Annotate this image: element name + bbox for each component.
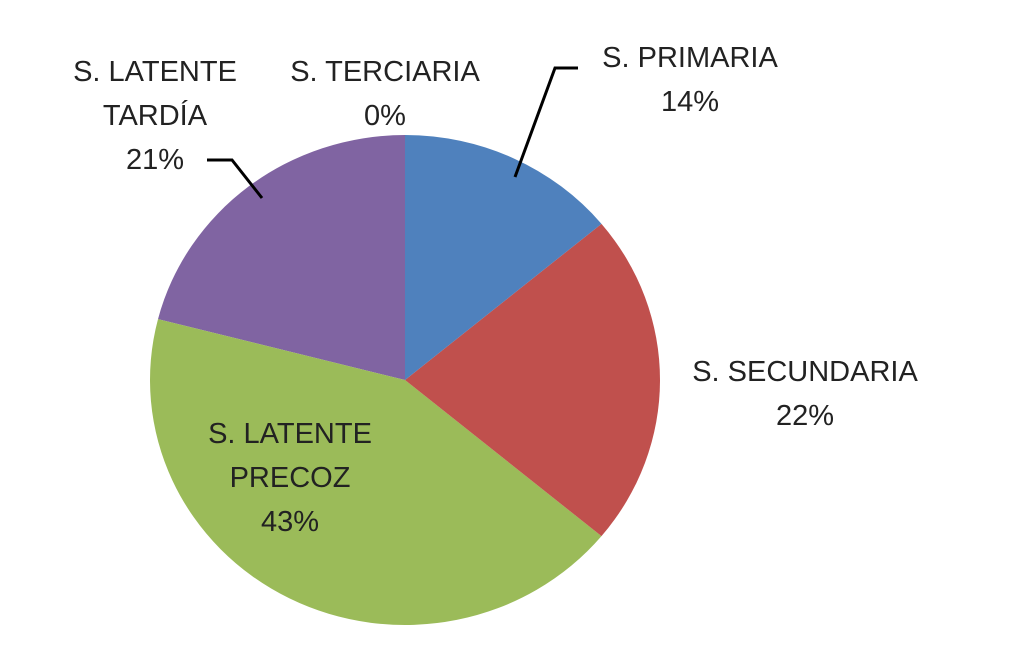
value-label: 14% [660, 86, 720, 118]
pie-slice [405, 135, 602, 380]
slice-label: S. TERCIARIA 0% [290, 50, 480, 138]
value-label: 43% [260, 506, 320, 538]
value-label: 0% [364, 100, 406, 132]
category-label: S. SECUNDARIA [692, 356, 918, 388]
category-label: S. PRIMARIA [602, 42, 778, 74]
pie-slice [158, 135, 405, 380]
category-label: S. TERCIARIA [290, 56, 480, 88]
value-label: 21% [125, 144, 185, 176]
category-label: S. LATENTE PRECOZ [208, 418, 372, 494]
leader-line [513, 66, 578, 178]
slice-label: S. SECUNDARIA 22% [692, 350, 918, 438]
slice-label: S. PRIMARIA 14% [602, 36, 778, 124]
slice-label: S. LATENTE TARDÍA 21% [55, 50, 255, 182]
pie-slice [405, 223, 660, 537]
category-label: S. LATENTE TARDÍA [73, 56, 237, 132]
pie-slice [149, 319, 602, 625]
value-label: 22% [775, 400, 835, 432]
slice-label: S. LATENTE PRECOZ 43% [180, 412, 400, 544]
leader-line [207, 158, 264, 199]
